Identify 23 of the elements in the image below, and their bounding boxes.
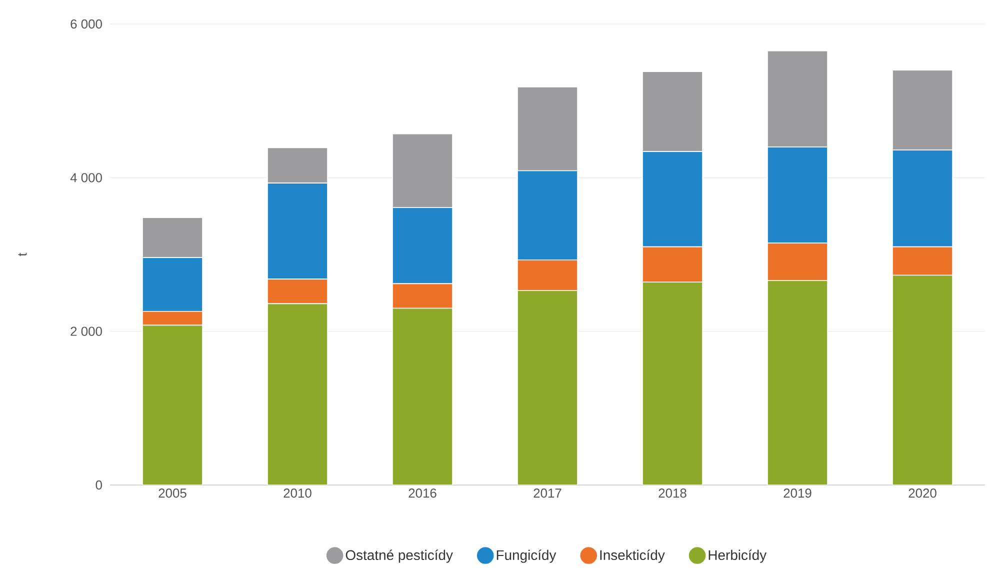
bar: [392, 308, 453, 485]
bar: [517, 290, 578, 485]
legend-label: Insekticídy: [600, 550, 665, 563]
x-tick-label: 2010: [284, 488, 312, 498]
y-tick-label: 0: [96, 480, 102, 490]
y-tick-label: 4 000: [70, 173, 102, 182]
legend-label: Fungicídy: [496, 550, 556, 563]
x-tick-label: 2020: [908, 488, 936, 498]
bar: [267, 303, 328, 485]
x-tick-label: 2018: [658, 488, 686, 498]
x-tick-label: 2019: [784, 488, 812, 498]
legend-label: Herbicídy: [708, 550, 767, 563]
y-axis-title: t: [18, 252, 27, 256]
bar: [142, 324, 203, 485]
x-tick-label: 2017: [534, 488, 562, 498]
y-tick-label: 2 000: [70, 326, 102, 336]
y-tick-label: 6 000: [70, 19, 102, 29]
bar: [767, 280, 828, 485]
x-tick-label: 2005: [158, 488, 186, 498]
bar: [642, 282, 703, 485]
x-tick-label: 2016: [408, 488, 436, 498]
bar: [892, 274, 953, 485]
legend-label: Ostatné pesticídy: [346, 550, 453, 563]
